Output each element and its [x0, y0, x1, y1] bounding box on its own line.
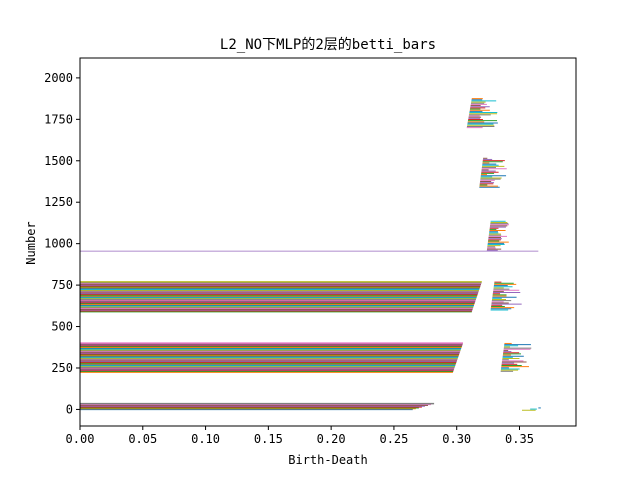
- x-axis: 0.00 0.05 0.10 0.15 0.20 0.25 0.30 0.35: [66, 426, 534, 446]
- chart-title: L2_NO下MLP的2层的betti_bars: [220, 37, 436, 53]
- y-tick-label: 1750: [44, 112, 73, 126]
- y-tick-label: 1500: [44, 154, 73, 168]
- y-axis-label: Number: [24, 221, 38, 264]
- x-tick-label: 0.15: [254, 432, 283, 446]
- x-tick-label: 0.05: [128, 432, 157, 446]
- y-tick-label: 1250: [44, 195, 73, 209]
- x-tick-label: 0.10: [191, 432, 220, 446]
- y-tick-label: 250: [51, 361, 73, 375]
- x-tick-label: 0.35: [505, 432, 534, 446]
- y-tick-label: 0: [66, 402, 73, 416]
- y-tick-label: 2000: [44, 71, 73, 85]
- y-tick-label: 500: [51, 320, 73, 334]
- x-axis-label: Birth-Death: [288, 453, 367, 467]
- bars-layer: [80, 98, 541, 411]
- y-tick-label: 1000: [44, 237, 73, 251]
- y-tick-label: 750: [51, 278, 73, 292]
- y-axis: 0 250 500 750 1000 1250 1500 1750 2000: [44, 71, 80, 416]
- x-tick-label: 0.20: [317, 432, 346, 446]
- x-tick-label: 0.30: [442, 432, 471, 446]
- plot-frame: [79, 57, 577, 427]
- x-tick-label: 0.00: [66, 432, 95, 446]
- x-tick-label: 0.25: [379, 432, 408, 446]
